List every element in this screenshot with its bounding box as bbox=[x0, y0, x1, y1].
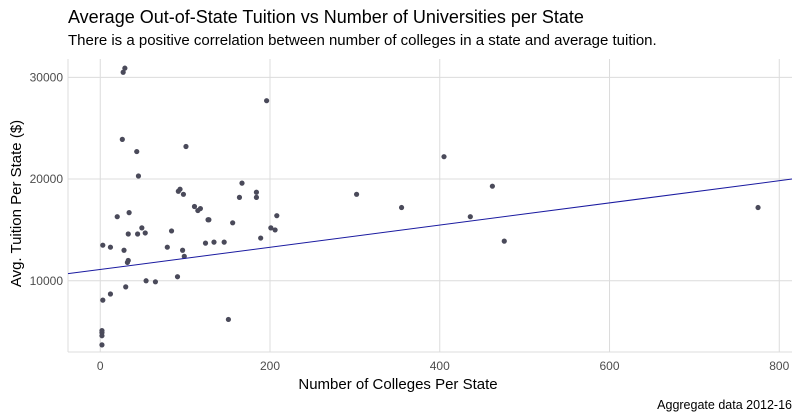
data-points bbox=[99, 65, 761, 348]
data-point bbox=[99, 342, 105, 348]
data-point bbox=[268, 225, 274, 231]
data-point bbox=[120, 69, 126, 75]
data-point bbox=[253, 194, 260, 200]
data-point bbox=[152, 279, 159, 285]
data-point bbox=[134, 231, 141, 237]
data-point bbox=[139, 225, 145, 231]
x-tick-label: 400 bbox=[430, 359, 450, 373]
data-point bbox=[107, 291, 114, 297]
data-point bbox=[253, 189, 260, 195]
data-point bbox=[125, 257, 131, 264]
data-point bbox=[239, 180, 245, 186]
trend-line bbox=[67, 178, 793, 275]
data-point bbox=[398, 204, 405, 211]
y-tick-label: 10000 bbox=[30, 274, 64, 288]
data-point bbox=[174, 274, 181, 280]
data-point bbox=[177, 186, 183, 192]
data-point bbox=[197, 205, 204, 212]
data-point bbox=[441, 154, 447, 160]
data-point bbox=[180, 191, 187, 197]
x-tick-label: 0 bbox=[97, 359, 104, 373]
x-tick-label: 800 bbox=[769, 359, 789, 373]
y-tick-label: 30000 bbox=[30, 70, 64, 84]
data-point bbox=[179, 247, 186, 253]
data-point bbox=[274, 213, 280, 219]
x-tick-labels: 0 200 400 600 800 bbox=[97, 359, 790, 373]
data-point bbox=[258, 235, 264, 241]
chart-caption: Aggregate data 2012-16 bbox=[657, 398, 792, 412]
data-point bbox=[221, 239, 227, 245]
data-point bbox=[164, 244, 170, 250]
data-point bbox=[183, 143, 189, 150]
x-tick-label: 600 bbox=[599, 359, 619, 373]
data-point bbox=[489, 183, 495, 189]
data-point bbox=[272, 227, 278, 233]
data-point bbox=[100, 242, 106, 248]
y-axis-title: Avg. Tuition Per State ($) bbox=[8, 120, 25, 287]
data-point bbox=[143, 278, 149, 284]
x-tick-label: 200 bbox=[260, 359, 280, 373]
data-point bbox=[126, 210, 132, 216]
y-gridlines bbox=[68, 76, 792, 282]
data-point bbox=[142, 230, 148, 236]
data-point bbox=[206, 217, 212, 223]
data-point bbox=[168, 228, 175, 234]
data-point bbox=[107, 244, 114, 250]
data-point bbox=[230, 220, 236, 226]
data-point bbox=[501, 238, 507, 244]
data-point bbox=[211, 239, 217, 245]
data-point bbox=[467, 214, 473, 220]
data-point bbox=[191, 203, 198, 210]
chart-subtitle: There is a positive correlation between … bbox=[68, 32, 657, 49]
data-point bbox=[114, 214, 120, 220]
y-tick-labels: 10000 20000 30000 bbox=[30, 70, 64, 287]
data-point bbox=[353, 191, 360, 197]
data-point bbox=[135, 173, 142, 179]
data-point bbox=[264, 98, 270, 104]
y-tick-label: 20000 bbox=[30, 172, 64, 186]
data-point bbox=[125, 231, 131, 237]
data-point bbox=[236, 194, 243, 200]
x-gridlines bbox=[99, 59, 780, 352]
data-point bbox=[122, 65, 128, 71]
data-point bbox=[225, 316, 232, 323]
x-axis-title: Number of Colleges Per State bbox=[298, 376, 497, 393]
data-point bbox=[202, 240, 209, 246]
data-point bbox=[99, 328, 105, 334]
data-point bbox=[181, 253, 187, 259]
data-point bbox=[100, 297, 106, 303]
data-point bbox=[134, 148, 140, 155]
data-point bbox=[755, 204, 761, 211]
chart-title: Average Out-of-State Tuition vs Number o… bbox=[68, 7, 584, 27]
data-point bbox=[119, 136, 125, 142]
data-point bbox=[121, 247, 127, 253]
data-point bbox=[123, 284, 129, 290]
